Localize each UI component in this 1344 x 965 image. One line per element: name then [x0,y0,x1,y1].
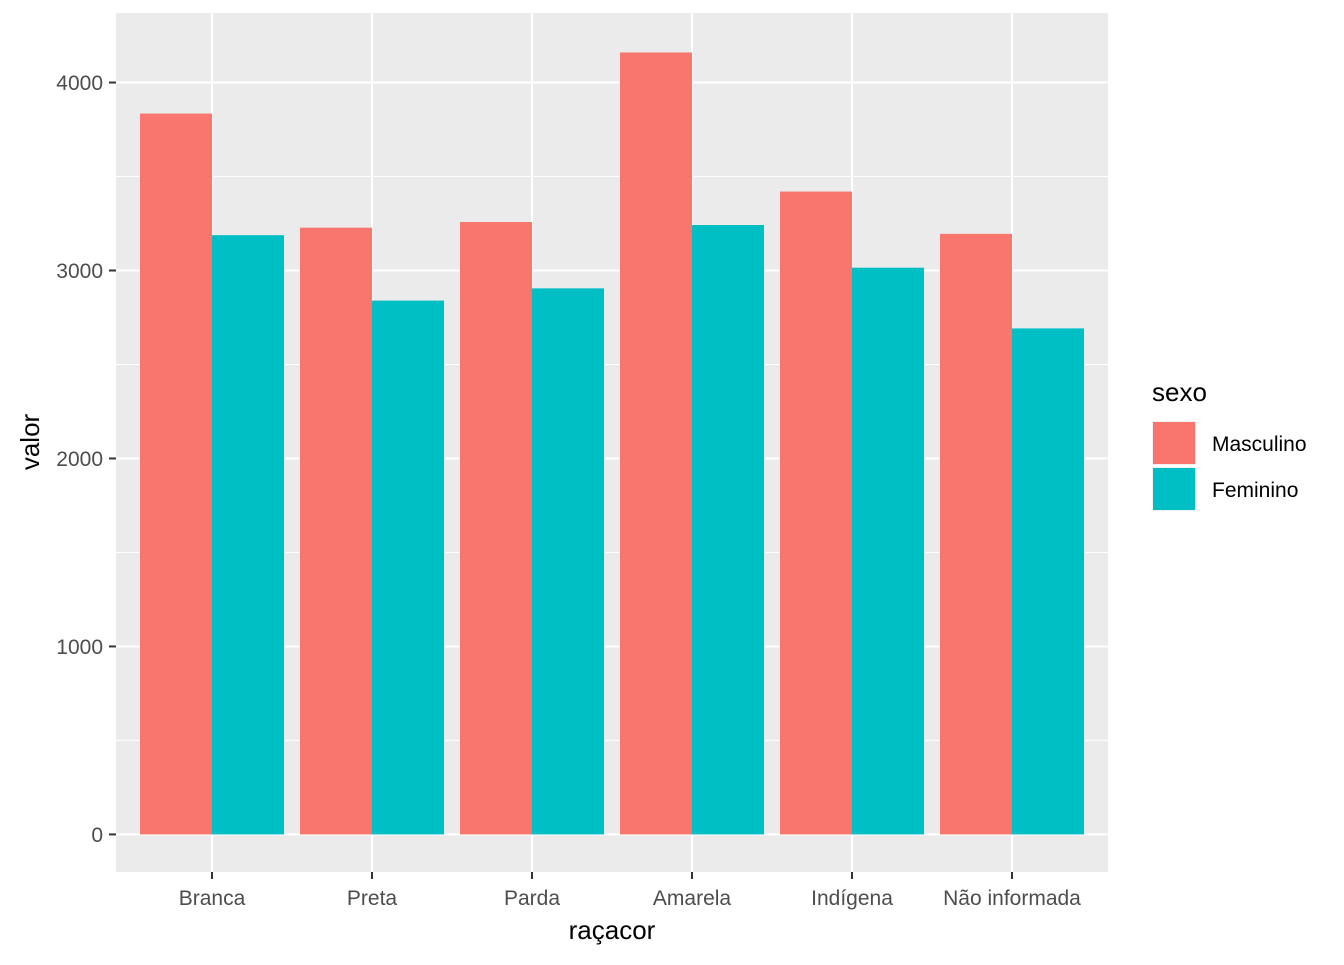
x-tick-label: Não informada [943,887,1081,910]
legend-items: Masculino Feminino [1152,421,1307,511]
axes: 0 1000 2000 3000 4000 Branca Preta Parda Amarela… [56,72,1081,910]
x-tick-label: Parda [504,887,560,910]
bar-masculino-6 [940,233,1012,835]
bar-masculino-2 [300,227,372,835]
y-tick-label: 0 [91,824,103,847]
bar-masculino-5 [780,191,852,835]
bars [140,52,1084,835]
x-tick-label: Preta [347,887,398,910]
bar-feminino-5 [852,267,924,835]
y-tick-label: 4000 [56,72,103,95]
x-tick-label: Indígena [811,887,893,910]
bar-feminino-4 [692,225,764,835]
bar-feminino-1 [212,235,284,835]
y-tick-label: 3000 [56,260,103,283]
y-tick-label: 1000 [56,636,103,659]
bar-feminino-3 [532,288,604,835]
legend: sexo Masculino Feminino [1152,377,1307,511]
y-tick-label: 2000 [56,448,103,471]
bar-masculino-1 [140,113,212,835]
bar-masculino-3 [460,222,532,835]
x-tick-label: Branca [179,887,246,910]
legend-title: sexo [1152,377,1207,407]
legend-swatch-masculino [1153,422,1195,464]
x-tick-label: Amarela [653,887,732,910]
legend-label-feminino: Feminino [1212,479,1298,502]
y-axis-title: valor [15,413,45,470]
bar-feminino-6 [1012,328,1084,835]
bar-feminino-2 [372,300,444,835]
x-axis-title: raçacor [569,915,656,945]
bar-masculino-4 [620,52,692,835]
legend-label-masculino: Masculino [1212,433,1307,456]
legend-swatch-feminino [1153,468,1195,510]
